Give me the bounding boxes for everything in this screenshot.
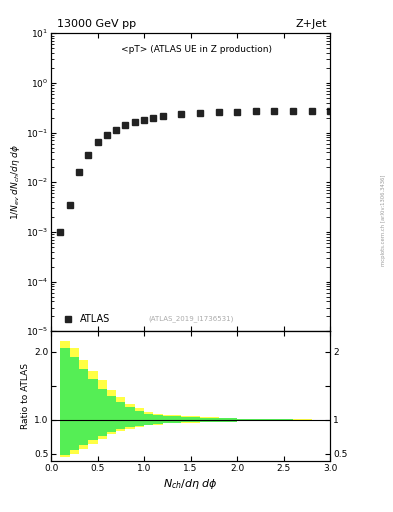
Text: <pT> (ATLAS UE in Z production): <pT> (ATLAS UE in Z production) [121, 45, 272, 54]
Text: mcplots.cern.ch [arXiv:1306.3436]: mcplots.cern.ch [arXiv:1306.3436] [381, 175, 386, 266]
Y-axis label: Ratio to ATLAS: Ratio to ATLAS [21, 363, 30, 429]
Text: 13000 GeV pp: 13000 GeV pp [57, 19, 136, 29]
Legend: ATLAS: ATLAS [56, 312, 112, 326]
X-axis label: $N_{ch}/d\eta\;d\phi$: $N_{ch}/d\eta\;d\phi$ [163, 477, 218, 490]
Text: Z+Jet: Z+Jet [296, 19, 327, 29]
Text: (ATLAS_2019_I1736531): (ATLAS_2019_I1736531) [148, 315, 233, 323]
Y-axis label: $1/N_{ev}\;dN_{ch}/d\eta\;d\phi$: $1/N_{ev}\;dN_{ch}/d\eta\;d\phi$ [9, 144, 22, 220]
